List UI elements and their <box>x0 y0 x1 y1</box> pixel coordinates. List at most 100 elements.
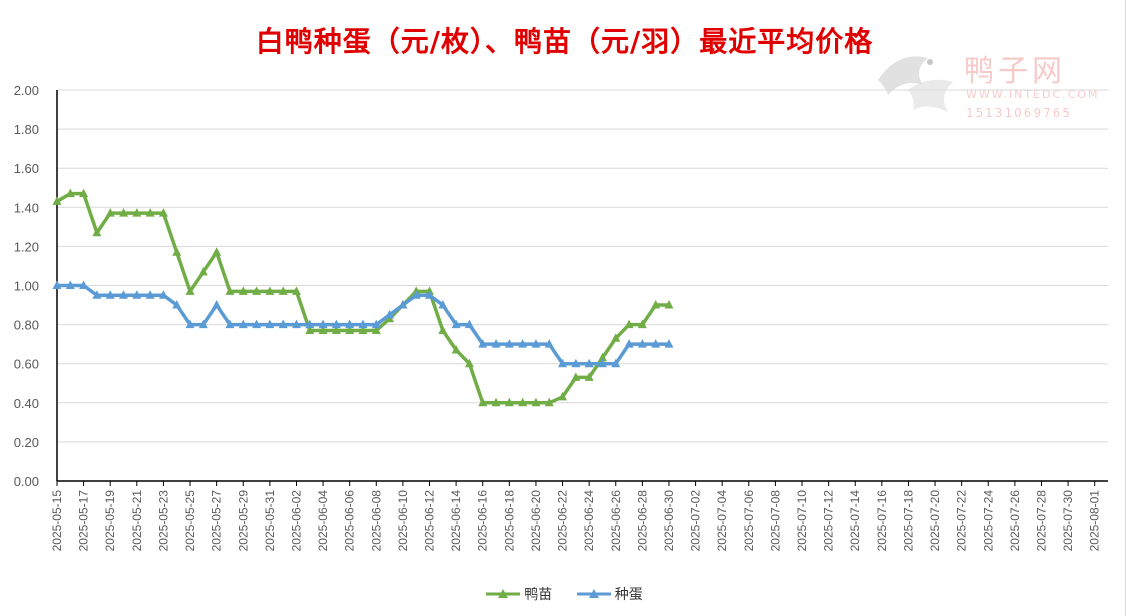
x-tick-label: 2025-07-22 <box>955 490 969 552</box>
data-point-0 <box>278 286 288 295</box>
data-point-1 <box>478 339 488 348</box>
x-tick-label: 2025-05-29 <box>236 490 250 552</box>
x-tick-label: 2025-05-25 <box>183 490 197 552</box>
data-point-0 <box>371 325 381 334</box>
data-point-0 <box>584 372 594 381</box>
series-group <box>52 188 674 407</box>
data-point-1 <box>531 339 541 348</box>
data-point-0 <box>597 352 607 362</box>
data-point-0 <box>65 188 75 198</box>
x-tick-label: 2025-07-12 <box>822 490 836 552</box>
data-point-1 <box>398 300 408 309</box>
data-point-1 <box>305 319 315 329</box>
data-point-0 <box>158 208 168 217</box>
x-tick-label: 2025-05-19 <box>103 490 117 552</box>
legend-marker-ducklings <box>486 589 521 598</box>
data-point-0 <box>212 247 222 256</box>
data-point-1 <box>318 319 328 329</box>
data-point-1 <box>105 290 115 299</box>
data-point-1 <box>464 319 474 329</box>
data-point-0 <box>105 208 115 217</box>
data-point-0 <box>624 319 634 329</box>
data-point-0 <box>518 397 528 407</box>
x-tick-label: 2025-06-02 <box>289 490 303 552</box>
legend-label-eggs: 种蛋 <box>614 587 643 603</box>
x-tick-label: 2025-07-30 <box>1061 490 1075 552</box>
data-point-1 <box>278 319 288 329</box>
data-point-1 <box>385 309 395 319</box>
data-point-1 <box>172 300 182 309</box>
data-point-0 <box>438 325 448 334</box>
data-point-0 <box>664 300 674 309</box>
data-point-0 <box>558 391 568 401</box>
data-point-0 <box>464 358 474 368</box>
data-point-1 <box>331 319 341 329</box>
x-tick-label: 2025-05-21 <box>130 490 144 552</box>
y-axis: 0.00 0.20 0.40 0.60 0.80 1.00 1.20 1.40 1.60 1.80… <box>14 83 58 489</box>
x-tick-label: 2025-07-28 <box>1034 490 1048 552</box>
y-tick-label: 1.60 <box>14 161 39 176</box>
data-point-0 <box>265 286 275 295</box>
y-tick-label: 0.20 <box>14 435 39 450</box>
y-tick-label: 1.40 <box>14 200 39 215</box>
x-tick-label: 2025-07-20 <box>928 490 942 552</box>
data-point-1 <box>425 290 435 299</box>
data-point-1 <box>651 339 661 348</box>
x-tick-label: 2025-07-16 <box>875 490 889 552</box>
x-tick-label: 2025-07-24 <box>981 490 995 552</box>
data-point-0 <box>651 300 661 309</box>
x-tick-label: 2025-07-18 <box>901 490 915 552</box>
data-point-0 <box>318 325 328 334</box>
data-point-0 <box>637 319 647 329</box>
data-point-0 <box>185 286 195 295</box>
data-point-0 <box>345 325 355 334</box>
x-tick-label: 2025-07-04 <box>715 490 729 552</box>
right-border <box>1125 0 1126 616</box>
chart-title: 白鸭种蛋（元/枚）、鸭苗（元/羽）最近平均价格 <box>255 25 874 58</box>
data-point-1 <box>624 339 634 348</box>
data-point-1 <box>52 280 62 289</box>
data-point-0 <box>238 286 248 295</box>
data-point-1 <box>252 319 262 329</box>
y-tick-label: 0.00 <box>14 474 39 489</box>
data-point-0 <box>571 372 581 381</box>
data-point-1 <box>664 339 674 348</box>
data-point-1 <box>558 358 568 368</box>
x-tick-label: 2025-06-26 <box>609 490 623 552</box>
x-tick-label: 2025-05-31 <box>263 490 277 552</box>
y-tick-label: 0.80 <box>14 318 39 333</box>
data-point-1 <box>411 290 421 299</box>
data-point-0 <box>305 325 315 334</box>
data-point-0 <box>52 196 62 205</box>
watermark-url: WWW.INTEDC.COM <box>966 88 1100 101</box>
y-tick-label: 0.40 <box>14 396 39 411</box>
x-tick-label: 2025-06-28 <box>635 490 649 552</box>
x-tick-label: 2025-07-10 <box>795 490 809 552</box>
data-point-1 <box>544 339 554 348</box>
data-point-1 <box>371 319 381 329</box>
data-point-1 <box>518 339 528 348</box>
x-tick-label: 2025-07-08 <box>768 490 782 552</box>
x-tick-label: 2025-05-15 <box>50 490 64 552</box>
data-point-1 <box>79 280 89 289</box>
data-point-0 <box>504 397 514 407</box>
data-point-0 <box>225 286 235 295</box>
data-point-1 <box>92 290 102 299</box>
legend-label-ducklings: 鸭苗 <box>524 587 553 603</box>
x-tick-label: 2025-07-06 <box>742 490 756 552</box>
data-point-0 <box>252 286 262 295</box>
data-point-1 <box>611 358 621 368</box>
x-tick-label: 2025-08-01 <box>1088 490 1102 552</box>
data-point-1 <box>584 358 594 368</box>
watermark-name: 鸭子网 <box>964 54 1066 89</box>
data-point-1 <box>597 358 607 368</box>
data-point-0 <box>172 247 182 256</box>
data-point-0 <box>358 325 368 334</box>
data-point-1 <box>198 319 208 329</box>
x-tick-label: 2025-06-22 <box>556 490 570 552</box>
x-tick-label: 2025-05-23 <box>156 490 170 552</box>
x-tick-label: 2025-05-17 <box>77 490 91 552</box>
data-point-0 <box>491 397 501 407</box>
data-point-1 <box>65 280 75 289</box>
data-point-1 <box>438 300 448 309</box>
